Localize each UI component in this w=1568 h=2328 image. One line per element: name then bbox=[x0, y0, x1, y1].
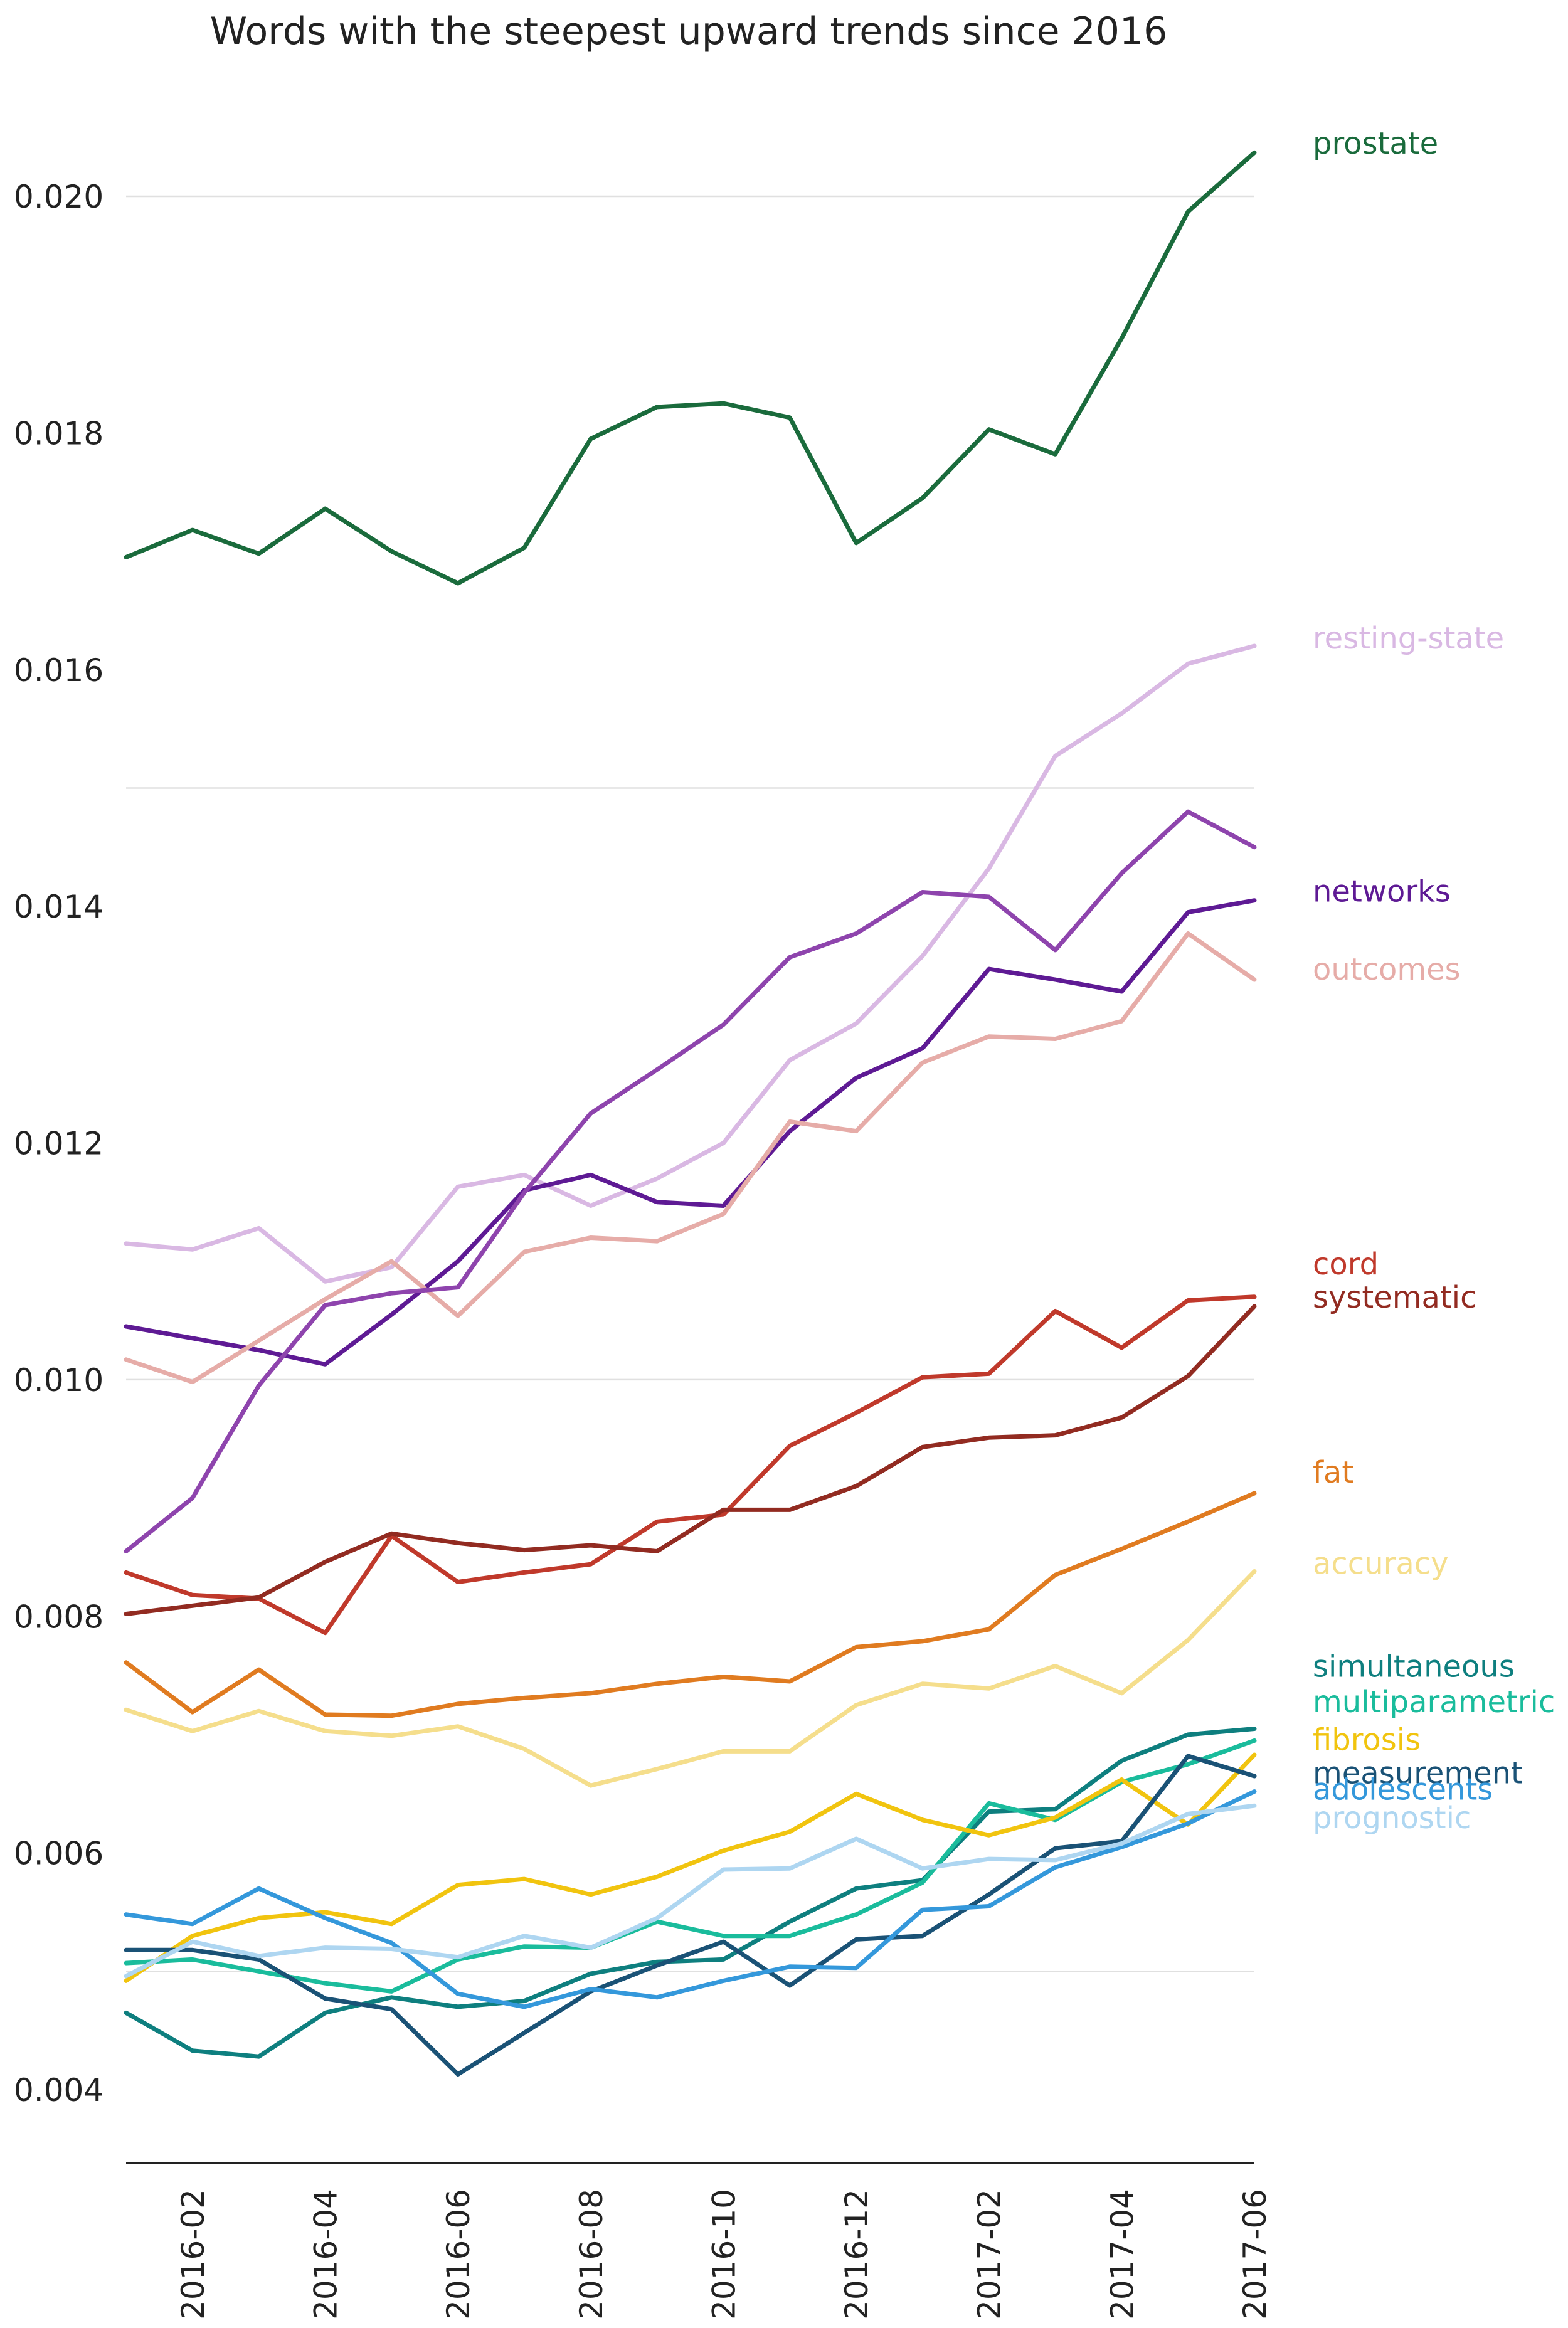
series-line-prostate bbox=[124, 150, 1257, 586]
series-label-fat: fat bbox=[1313, 1455, 1353, 1490]
x-tick-label: 2017-04 bbox=[1104, 2189, 1140, 2320]
series-line-cord bbox=[124, 1294, 1257, 1636]
chart-title: Words with the steepest upward trends si… bbox=[210, 9, 1168, 53]
y-tick-label: 0.018 bbox=[14, 415, 103, 452]
series-line-simultaneous bbox=[124, 1727, 1257, 2059]
y-tick-label: 0.010 bbox=[14, 1362, 103, 1399]
series-lines bbox=[124, 150, 1257, 2077]
series-line-networks bbox=[124, 898, 1257, 1367]
x-tick-label: 2016-04 bbox=[307, 2189, 344, 2320]
series-label-measurement: measurement bbox=[1313, 1755, 1523, 1791]
series-label-cord: cord bbox=[1313, 1247, 1379, 1282]
x-axis-ticks: 2016-02 2016-04 2016-06 2016-08 2016-10 2016-… bbox=[175, 2189, 1273, 2320]
series-label-prostate: prostate bbox=[1313, 126, 1438, 161]
y-tick-label: 0.012 bbox=[14, 1126, 103, 1162]
x-tick-label: 2017-02 bbox=[972, 2189, 1008, 2320]
series-line-prognostic bbox=[124, 1803, 1257, 1979]
x-tick-label: 2016-02 bbox=[175, 2189, 211, 2320]
series-line-measurement bbox=[124, 1754, 1257, 2077]
series-line-outcomes bbox=[124, 931, 1257, 1385]
x-tick-label: 2017-06 bbox=[1237, 2189, 1273, 2320]
series-line-adolescents bbox=[124, 1789, 1257, 2009]
x-tick-label: 2016-06 bbox=[440, 2189, 477, 2320]
y-tick-label: 0.020 bbox=[14, 179, 103, 215]
x-tick-label: 2016-10 bbox=[706, 2189, 742, 2320]
y-tick-label: 0.006 bbox=[14, 1836, 103, 1872]
series-label-simultaneous: simultaneous bbox=[1313, 1649, 1515, 1684]
series-line-fat bbox=[124, 1491, 1257, 1718]
series-line-unlabeled bbox=[124, 809, 1257, 1553]
y-axis-ticks: 0.004 0.006 0.008 0.010 0.012 0.014 0.016 0.018… bbox=[14, 179, 103, 2108]
series-line-systematic bbox=[124, 1304, 1257, 1616]
series-label-fibrosis: fibrosis bbox=[1313, 1722, 1421, 1757]
series-label-resting-state: resting-state bbox=[1313, 621, 1504, 656]
gridlines bbox=[126, 195, 1254, 1972]
y-tick-label: 0.008 bbox=[14, 1599, 103, 1635]
series-label-adolescents: adolescents bbox=[1313, 1772, 1493, 1807]
series-labels: prostate resting-state networks outcomes cor… bbox=[1313, 126, 1555, 1836]
series-label-multiparametric: multiparametric bbox=[1313, 1685, 1555, 1720]
series-line-accuracy bbox=[124, 1569, 1257, 1788]
series-label-networks: networks bbox=[1313, 874, 1451, 909]
y-tick-label: 0.014 bbox=[14, 889, 103, 925]
series-label-accuracy: accuracy bbox=[1313, 1546, 1449, 1581]
series-label-prognostic: prognostic bbox=[1313, 1801, 1471, 1836]
x-tick-label: 2016-12 bbox=[839, 2189, 875, 2320]
y-tick-label: 0.004 bbox=[14, 2072, 103, 2108]
series-line-resting-state bbox=[124, 643, 1257, 1284]
series-label-systematic: systematic bbox=[1313, 1280, 1477, 1315]
y-tick-label: 0.016 bbox=[14, 652, 103, 689]
series-label-outcomes: outcomes bbox=[1313, 952, 1461, 987]
x-tick-label: 2016-08 bbox=[573, 2189, 610, 2320]
